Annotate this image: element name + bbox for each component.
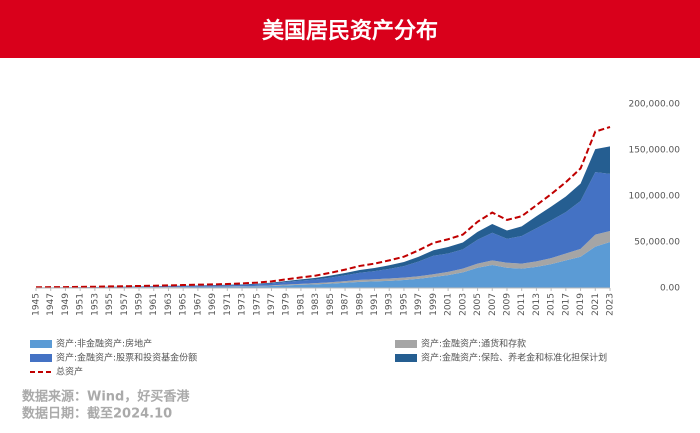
x-tick-label: 1973 [238,293,248,316]
x-tick-label: 1989 [355,293,365,316]
legend-label: 资产:非金融资产:房地产 [56,338,152,350]
total-line [35,126,611,289]
legend-swatch [395,354,417,362]
legend-swatch [30,354,52,362]
x-tick-label: 1957 [120,293,130,316]
x-tick-label: 2019 [576,293,586,316]
date-note: 数据日期：截至2024.10 [22,406,172,422]
x-tick-label: 1965 [179,293,189,316]
x-tick-label: 2015 [547,293,557,316]
x-tick-label: 1945 [32,293,42,316]
y-tick-label: 200,000.00 [628,100,680,110]
x-tick-label: 1967 [193,293,203,316]
x-tick-label: 2001 [444,293,454,316]
legend-label: 总资产 [56,366,83,378]
x-tick-label: 1987 [341,293,351,316]
legend-label: 资产:金融资产:通货和存款 [421,338,526,350]
x-tick-label: 1959 [135,293,145,316]
x-tick-label: 1991 [370,293,380,316]
x-tick-label: 1997 [414,293,424,316]
x-tick-label: 1949 [61,293,71,316]
source-note: 数据来源：Wind，好买香港 [22,389,190,405]
x-tick-label: 1995 [399,293,409,316]
x-tick-label: 2009 [502,293,512,316]
legend-label: 资产:金融资产:保险、养老金和标准化担保计划 [421,352,607,364]
x-tick-label: 1977 [267,293,277,316]
legend-swatch [395,340,417,348]
x-tick-label: 1961 [149,293,159,316]
x-tick-label: 1985 [326,293,336,316]
y-tick-label: 100,000.00 [628,192,680,202]
legend-label: 资产:金融资产:股票和投资基金份额 [56,352,197,364]
area [36,242,610,288]
x-tick-label: 1953 [90,293,100,316]
x-tick-label: 1979 [282,293,292,316]
y-tick-label: 0.00 [660,284,680,294]
header-band [0,0,700,58]
x-tick-label: 2003 [458,293,468,316]
x-tick-label: 1999 [429,293,439,316]
x-tick-label: 2023 [606,293,616,316]
area [36,172,610,288]
x-tick-label: 1993 [385,293,395,316]
x-tick-label: 2021 [591,293,601,316]
x-tick-label: 2013 [532,293,542,316]
legend-swatch [30,340,52,348]
x-tick-label: 2017 [561,293,571,316]
x-tick-label: 1955 [105,293,115,316]
x-tick-label: 2007 [488,293,498,316]
x-tick-label: 2011 [517,293,527,316]
y-tick-label: 150,000.00 [628,146,680,156]
x-tick-label: 2005 [473,293,483,316]
chart-title: 美国居民资产分布 [262,18,438,44]
x-tick-label: 1969 [208,293,218,316]
x-tick-label: 1981 [296,293,306,316]
x-tick-label: 1975 [252,293,262,316]
x-tick-label: 1963 [164,293,174,316]
x-tick-label: 1947 [46,293,56,316]
x-tick-label: 1983 [311,293,321,316]
x-tick-label: 1971 [223,293,233,316]
x-tick-label: 1951 [76,293,86,316]
y-tick-label: 50,000.00 [634,238,680,248]
